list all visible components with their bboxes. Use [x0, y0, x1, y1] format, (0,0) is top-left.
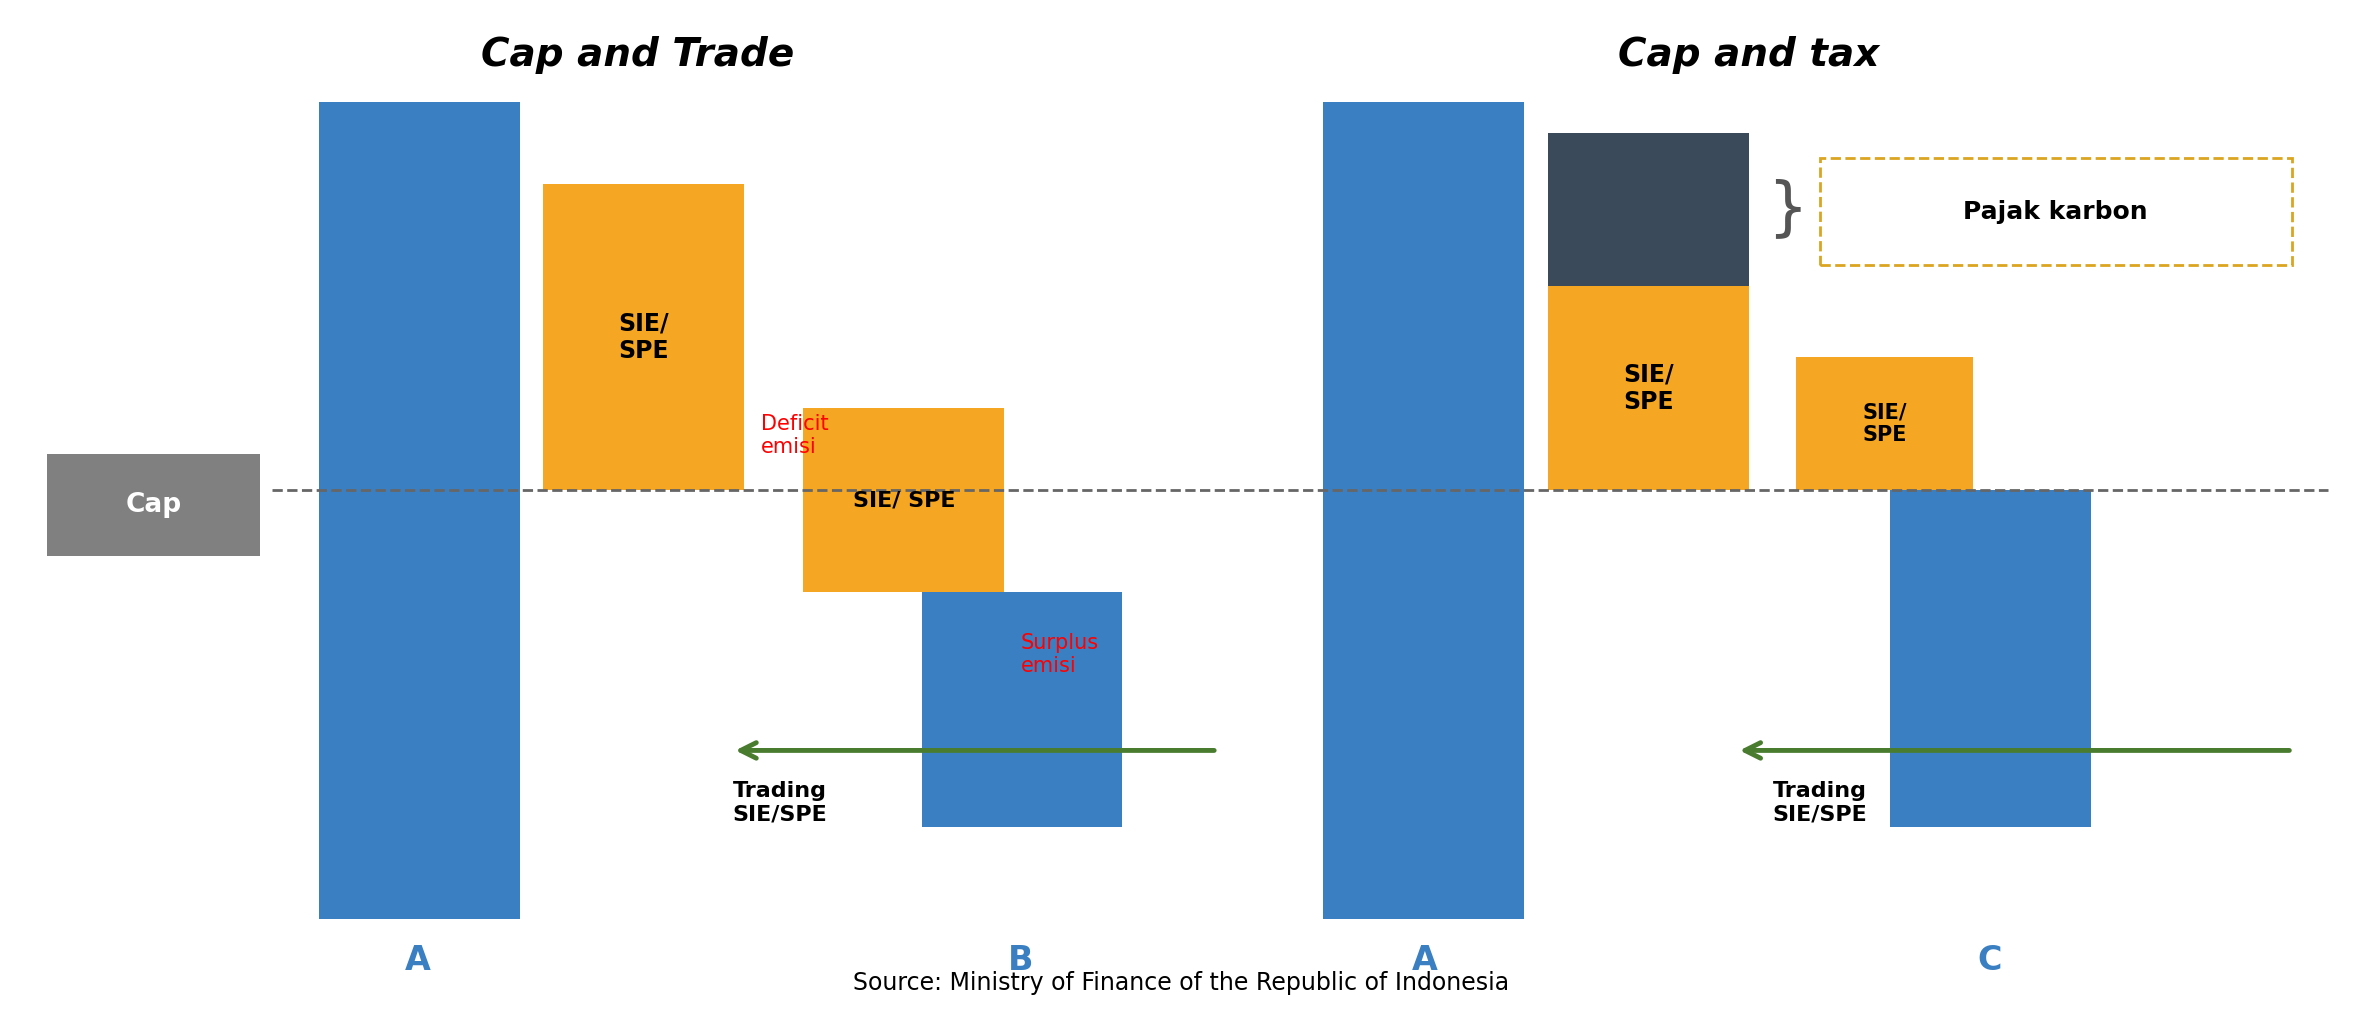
Text: Cap: Cap	[125, 492, 182, 519]
Text: Cap and tax: Cap and tax	[1619, 36, 1879, 74]
Text: Surplus
emisi: Surplus emisi	[1021, 633, 1099, 676]
Bar	[1796, 357, 1973, 490]
Text: SIE/
SPE: SIE/ SPE	[1623, 362, 1673, 414]
Bar	[922, 592, 1122, 827]
Text: Cap and Trade: Cap and Trade	[482, 36, 794, 74]
Text: }: }	[1768, 179, 1808, 240]
Text: Source: Ministry of Finance of the Republic of Indonesia: Source: Ministry of Finance of the Repub…	[853, 971, 1510, 995]
Bar	[1890, 490, 2091, 827]
Text: SIE/
SPE: SIE/ SPE	[619, 311, 669, 362]
Text: Trading
SIE/SPE: Trading SIE/SPE	[1772, 781, 1867, 824]
Text: A: A	[1413, 944, 1437, 977]
Bar	[319, 102, 520, 919]
Text: Deficit
emisi: Deficit emisi	[761, 414, 829, 456]
Text: B: B	[1009, 944, 1033, 977]
Bar	[543, 184, 744, 490]
Text: Trading
SIE/SPE: Trading SIE/SPE	[733, 781, 827, 824]
Text: A: A	[406, 944, 430, 977]
Text: SIE/ SPE: SIE/ SPE	[853, 490, 955, 510]
Text: SIE/
SPE: SIE/ SPE	[1862, 402, 1907, 445]
Text: Pajak karbon: Pajak karbon	[1964, 200, 2148, 224]
Bar	[803, 408, 1004, 592]
Bar	[1323, 102, 1524, 919]
Bar	[47, 454, 260, 556]
Text: C: C	[1978, 944, 2001, 977]
Bar	[1548, 133, 1749, 286]
Bar	[1548, 286, 1749, 490]
Bar	[1820, 158, 2292, 265]
